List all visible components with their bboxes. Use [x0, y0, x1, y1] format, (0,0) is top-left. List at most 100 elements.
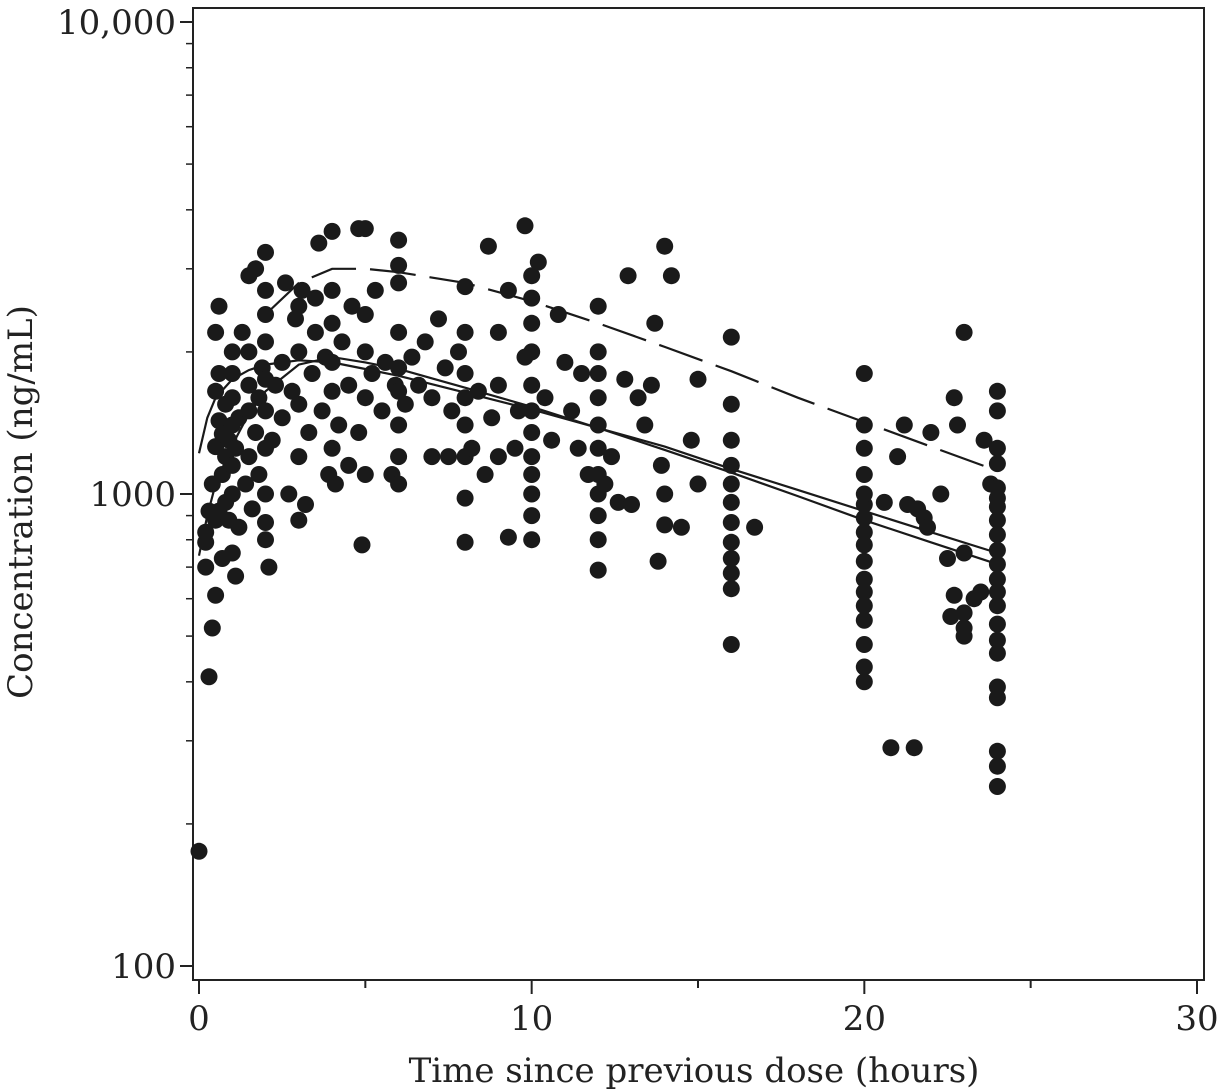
data-point: [227, 439, 245, 457]
data-point: [323, 281, 341, 299]
data-point: [988, 644, 1006, 662]
data-point: [489, 376, 507, 394]
data-point: [363, 365, 381, 382]
data-point: [223, 365, 241, 382]
data-point: [516, 217, 534, 235]
data-point: [563, 402, 581, 420]
data-point: [955, 544, 973, 562]
data-point: [523, 448, 541, 466]
data-point: [396, 395, 414, 413]
data-point: [529, 253, 547, 271]
data-point: [506, 439, 524, 457]
data-point: [476, 466, 494, 483]
data-point: [356, 220, 374, 238]
data-point: [290, 297, 308, 315]
y-axis-ticks: 100 1000 10,000: [57, 3, 193, 987]
data-point: [523, 402, 541, 420]
data-point: [722, 395, 740, 413]
data-point: [523, 485, 541, 503]
data-point: [300, 424, 318, 441]
data-point: [603, 448, 620, 466]
data-point: [523, 531, 541, 549]
data-point: [855, 365, 873, 382]
data-point: [855, 658, 873, 676]
data-point: [260, 558, 278, 576]
data-point: [855, 509, 873, 527]
data-point: [682, 431, 700, 449]
data-point: [988, 402, 1006, 420]
data-point: [646, 314, 664, 332]
data-point: [390, 256, 408, 274]
data-point: [939, 550, 956, 567]
data-point: [656, 485, 674, 503]
data-point: [223, 485, 241, 503]
data-point: [310, 234, 328, 252]
data-point: [257, 306, 274, 323]
data-point: [722, 564, 740, 582]
data-point: [250, 389, 268, 407]
data-point: [240, 402, 258, 420]
data-point: [243, 500, 261, 518]
data-point: [596, 475, 614, 493]
data-point: [988, 570, 1006, 588]
data-point: [855, 523, 873, 541]
data-point: [323, 353, 341, 371]
data-point: [303, 365, 321, 382]
data-point: [323, 439, 341, 457]
data-point: [722, 533, 740, 551]
data-point: [456, 416, 474, 434]
data-point: [456, 278, 474, 296]
data-point: [972, 583, 990, 601]
data-point: [746, 518, 764, 536]
data-point: [326, 475, 344, 493]
data-point: [589, 531, 607, 549]
data-point: [223, 343, 241, 361]
data-point: [589, 389, 607, 407]
data-point: [922, 424, 940, 441]
data-point: [410, 376, 428, 394]
data-point: [306, 289, 324, 307]
data-point: [390, 323, 408, 341]
data-point: [443, 402, 461, 420]
data-point: [210, 297, 228, 315]
data-point: [227, 567, 245, 585]
data-point: [366, 281, 384, 299]
data-point: [197, 558, 215, 576]
data-point: [642, 376, 660, 394]
data-point: [450, 343, 467, 361]
data-point: [722, 328, 740, 346]
data-point: [573, 365, 591, 382]
data-point: [855, 611, 873, 629]
data-point: [223, 456, 241, 474]
data-point: [523, 343, 541, 361]
data-point: [456, 489, 474, 507]
data-point: [440, 448, 457, 466]
data-point: [273, 409, 291, 427]
data-point: [988, 583, 1006, 601]
data-point: [855, 466, 873, 483]
data-point: [662, 267, 680, 285]
data-point: [390, 416, 408, 434]
data-point: [210, 365, 228, 382]
data-point: [589, 561, 607, 579]
data-point: [889, 448, 907, 466]
data-point: [629, 389, 647, 407]
data-point: [649, 552, 667, 570]
data-point: [509, 402, 527, 420]
data-point: [207, 586, 225, 604]
data-point: [656, 516, 674, 534]
data-point: [549, 306, 567, 323]
data-point: [247, 424, 265, 441]
data-point: [237, 475, 255, 493]
data-point: [619, 267, 637, 285]
data-point: [430, 310, 447, 328]
data-point: [988, 479, 1006, 497]
y-tick-label: 10,000: [57, 3, 176, 43]
data-point: [988, 597, 1006, 615]
data-point: [356, 306, 374, 323]
data-point: [919, 518, 936, 536]
data-point: [353, 536, 371, 554]
y-axis-label: Concentration (ng/mL): [1, 305, 41, 699]
data-point: [267, 376, 284, 394]
data-point: [436, 359, 454, 377]
